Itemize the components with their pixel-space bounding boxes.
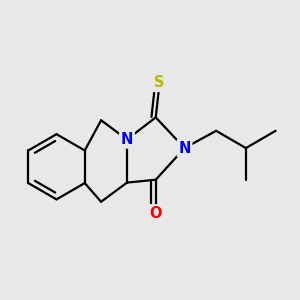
- Text: O: O: [149, 206, 162, 221]
- Text: N: N: [121, 132, 133, 147]
- Text: N: N: [178, 141, 191, 156]
- Text: S: S: [154, 75, 165, 90]
